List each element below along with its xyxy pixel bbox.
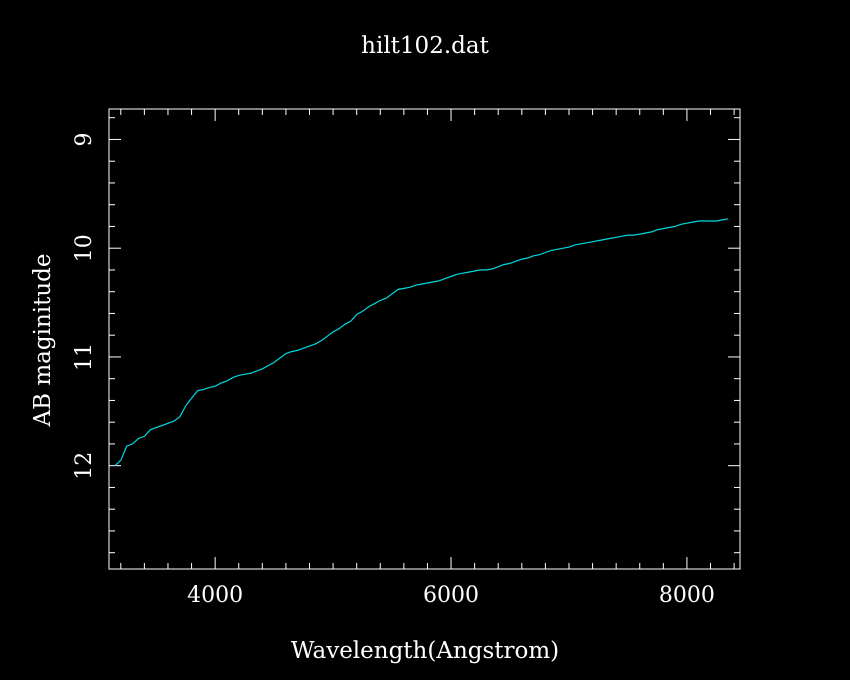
y-axis-label: AB maginitude	[30, 254, 56, 428]
minor-ticks	[109, 109, 740, 569]
x-tick-labels: 4000 6000 8000	[187, 583, 715, 608]
x-tick-label: 8000	[659, 583, 715, 608]
x-tick-label: 6000	[423, 583, 479, 608]
x-tick-label: 4000	[187, 583, 243, 608]
y-tick-label: 10	[72, 234, 97, 262]
x-axis-label: Wavelength(Angstrom)	[291, 638, 559, 664]
y-tick-label: 9	[72, 132, 97, 146]
y-tick-label: 11	[72, 343, 97, 371]
y-tick-label: 12	[72, 452, 97, 480]
plot-frame	[108, 108, 741, 570]
spectrum-line	[114, 218, 729, 467]
y-tick-labels: 9 10 11 12	[72, 132, 97, 479]
chart-title: hilt102.dat	[361, 33, 489, 59]
major-ticks	[109, 109, 740, 569]
